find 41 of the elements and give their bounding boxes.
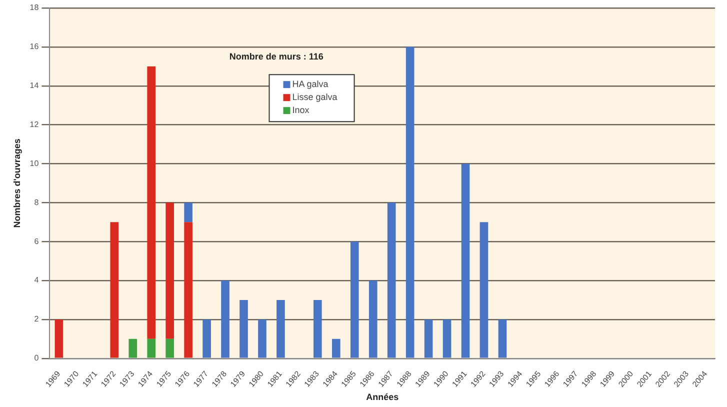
y-tick-label: 6 [34,236,40,246]
bar [221,280,230,358]
bar [406,46,414,358]
annotation: Nombre de murs : 116 [229,52,324,62]
bar [480,222,488,358]
x-axis-title: Années [366,392,399,402]
bar [498,319,507,358]
bar [258,319,266,358]
y-tick-label: 18 [30,3,40,12]
bar [54,319,64,358]
bar [461,164,470,358]
y-tick-label: 10 [30,158,40,168]
bar [350,242,359,358]
bar [110,222,119,358]
bar [147,338,156,358]
bar [202,319,211,358]
y-tick-label: 14 [30,81,40,90]
y-tick-label: 2 [34,314,40,324]
bar [314,300,322,358]
bar [184,202,192,222]
y-tick-label: 12 [30,120,40,129]
bar [147,66,156,339]
bar [387,202,396,358]
bar [442,319,452,358]
y-tick-label: 16 [30,42,40,52]
bar [368,280,378,358]
legend-label: Lisse galva [292,92,338,102]
bar [166,338,174,358]
bar [240,300,248,358]
y-tick-label: 8 [34,198,40,207]
bar [184,222,192,358]
y-tick-label: 0 [34,354,40,363]
bar [166,202,174,339]
bar [128,338,138,358]
y-tick-label: 4 [34,276,40,285]
legend-label: Inox [292,105,310,116]
legend-label: HA galva [292,79,328,90]
bar [276,300,285,358]
bar [332,338,340,358]
bar [424,319,433,358]
y-axis-title: Nombres d'ouvrages [12,138,22,228]
